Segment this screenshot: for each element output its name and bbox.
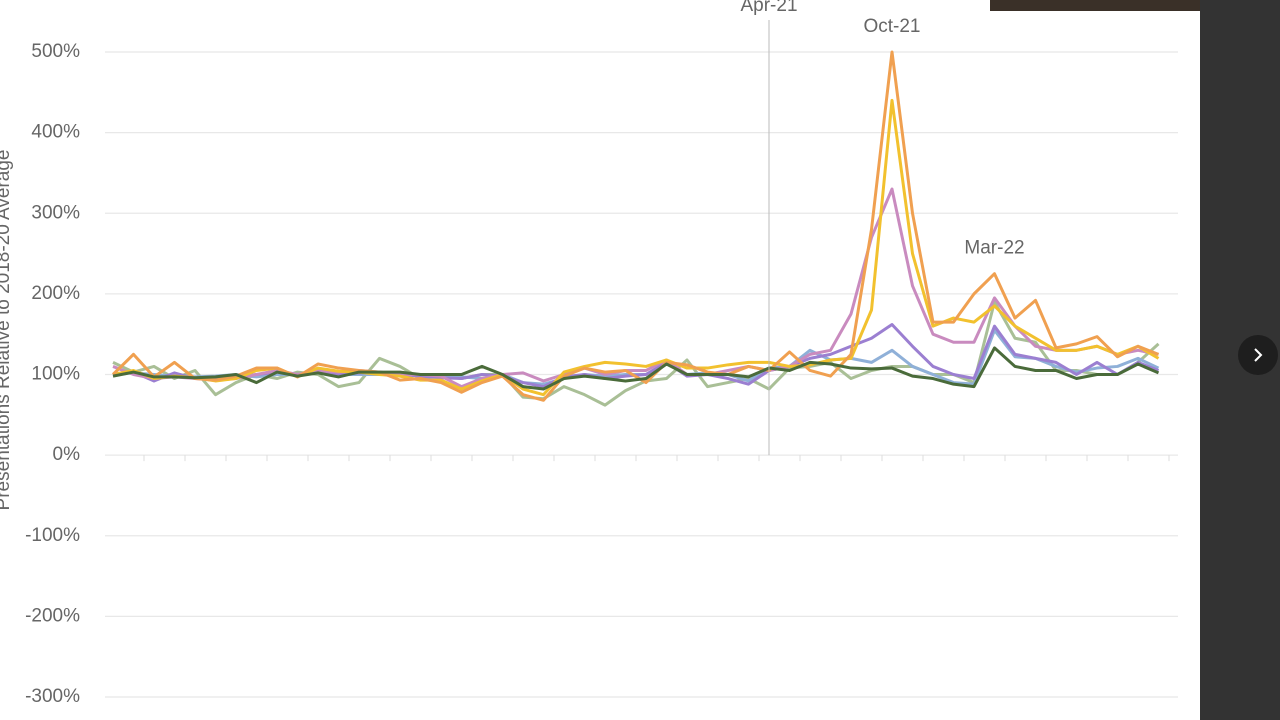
y-tick-label: 0% [53,444,81,465]
next-button[interactable] [1238,335,1278,375]
annotation: Mar-22 [964,238,1024,259]
y-tick-label: 200% [31,283,80,304]
y-tick-label: 100% [31,364,80,385]
series-line [111,50,1160,402]
y-tick-label: -100% [25,525,80,546]
annotation: Oct-21 [863,16,920,37]
y-axis-title: Presentations Relative to 2018-20 Averag… [0,150,14,511]
y-tick-label: -300% [25,686,80,707]
next-icon [1254,348,1263,362]
y-tick-label: -200% [25,605,80,626]
series-line [112,346,1160,391]
webcam-thumbnail [990,0,1200,11]
y-tick-label: 400% [31,122,80,143]
y-tick-label: 300% [31,202,80,223]
y-tick-label: 500% [31,41,80,62]
annotation: Apr-21 [740,0,797,16]
